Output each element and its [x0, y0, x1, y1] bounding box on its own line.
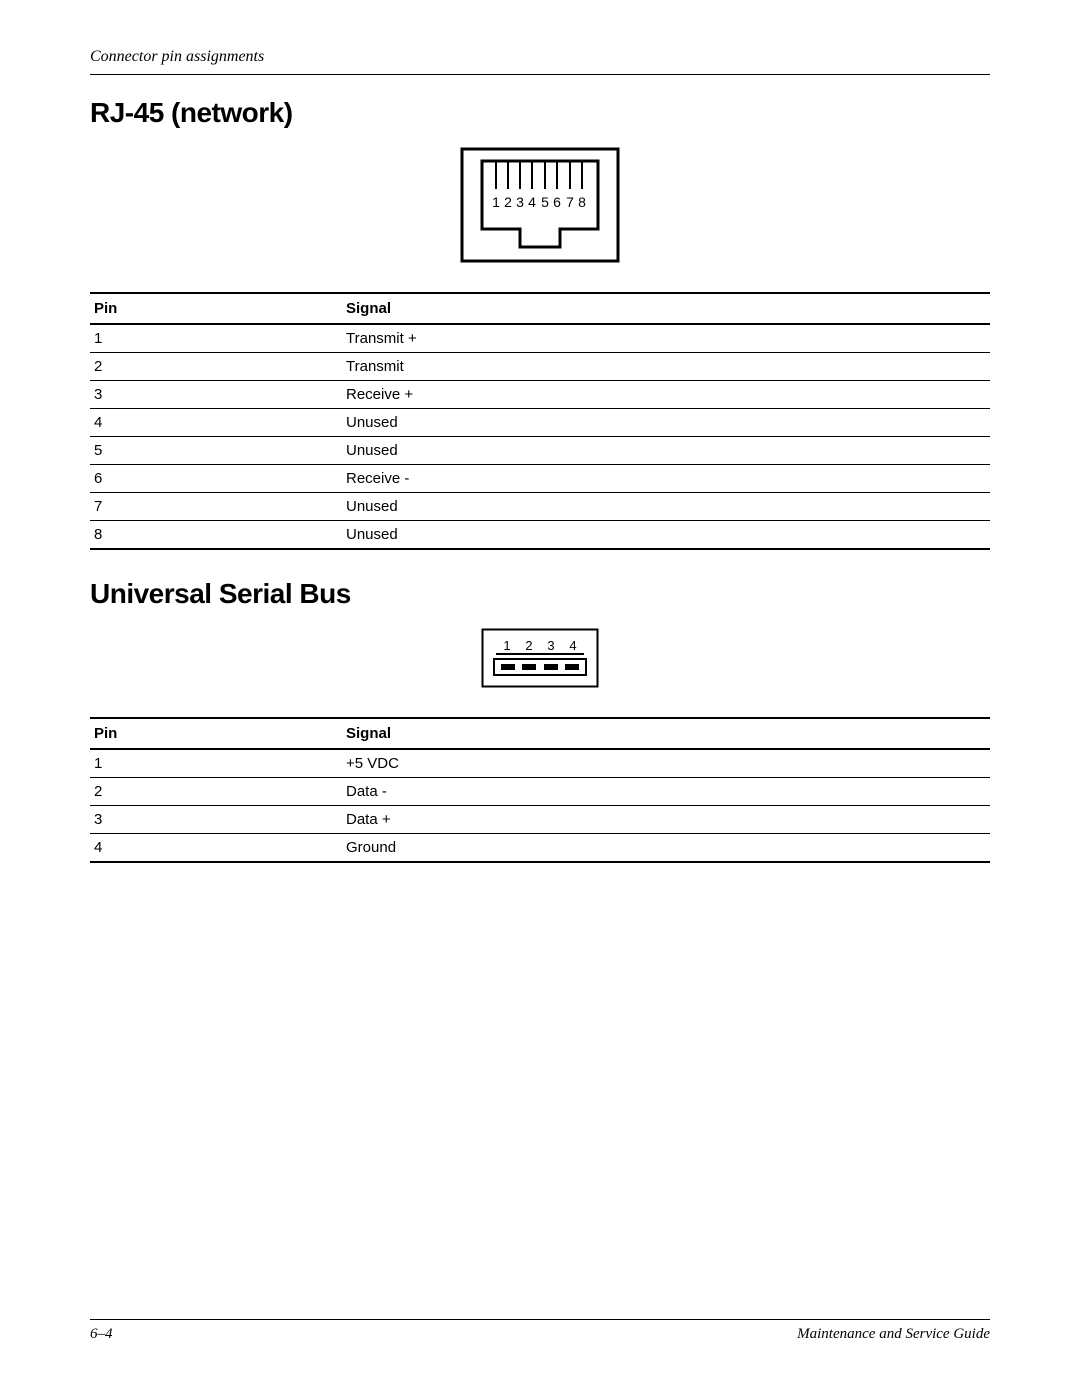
page-header-title: Connector pin assignments [90, 48, 990, 66]
cell-pin: 4 [90, 834, 342, 863]
cell-signal: Unused [342, 493, 990, 521]
cell-pin: 1 [90, 324, 342, 353]
usb-pin-table: Pin Signal 1+5 VDC2Data -3Data +4Ground [90, 717, 990, 863]
cell-pin: 2 [90, 353, 342, 381]
cell-pin: 8 [90, 521, 342, 550]
svg-text:3: 3 [547, 638, 554, 653]
col-signal: Signal [342, 293, 990, 324]
header-rule [90, 74, 990, 75]
svg-text:2: 2 [525, 638, 532, 653]
svg-text:8: 8 [578, 194, 586, 210]
svg-text:1: 1 [503, 638, 510, 653]
table-header-row: Pin Signal [90, 718, 990, 749]
table-row: 6Receive - [90, 465, 990, 493]
table-row: 7Unused [90, 493, 990, 521]
col-signal: Signal [342, 718, 990, 749]
table-row: 5Unused [90, 437, 990, 465]
table-row: 1+5 VDC [90, 749, 990, 778]
table-row: 2Transmit [90, 353, 990, 381]
cell-signal: Data - [342, 778, 990, 806]
cell-pin: 2 [90, 778, 342, 806]
cell-pin: 6 [90, 465, 342, 493]
table-row: 8Unused [90, 521, 990, 550]
cell-pin: 3 [90, 806, 342, 834]
rj45-connector-icon: 1 2 3 4 5 6 7 8 [460, 147, 620, 263]
cell-signal: Unused [342, 409, 990, 437]
cell-signal: Unused [342, 437, 990, 465]
cell-pin: 4 [90, 409, 342, 437]
rj45-pin-table: Pin Signal 1Transmit +2Transmit3Receive … [90, 292, 990, 550]
usb-tbody: 1+5 VDC2Data -3Data +4Ground [90, 749, 990, 862]
usb-diagram: 1 2 3 4 [90, 628, 990, 693]
cell-pin: 1 [90, 749, 342, 778]
svg-text:6: 6 [553, 194, 561, 210]
cell-signal: +5 VDC [342, 749, 990, 778]
cell-pin: 5 [90, 437, 342, 465]
footer-page-number: 6–4 [90, 1326, 113, 1343]
table-row: 3Receive + [90, 381, 990, 409]
col-pin: Pin [90, 718, 342, 749]
page-footer: 6–4 Maintenance and Service Guide [90, 1319, 990, 1343]
cell-signal: Unused [342, 521, 990, 550]
svg-text:4: 4 [569, 638, 576, 653]
cell-signal: Receive + [342, 381, 990, 409]
cell-pin: 3 [90, 381, 342, 409]
cell-signal: Receive - [342, 465, 990, 493]
svg-text:4: 4 [528, 194, 536, 210]
svg-text:5: 5 [541, 194, 549, 210]
svg-text:3: 3 [516, 194, 524, 210]
section-heading-usb: Universal Serial Bus [90, 578, 990, 610]
cell-pin: 7 [90, 493, 342, 521]
usb-connector-icon: 1 2 3 4 [481, 628, 599, 688]
table-row: 4Ground [90, 834, 990, 863]
footer-rule [90, 1319, 990, 1320]
table-row: 2Data - [90, 778, 990, 806]
table-row: 4Unused [90, 409, 990, 437]
rj45-diagram: 1 2 3 4 5 6 7 8 [90, 147, 990, 268]
cell-signal: Data + [342, 806, 990, 834]
svg-text:2: 2 [504, 194, 512, 210]
table-header-row: Pin Signal [90, 293, 990, 324]
svg-text:1: 1 [492, 194, 500, 210]
cell-signal: Transmit + [342, 324, 990, 353]
footer-doc-title: Maintenance and Service Guide [797, 1326, 990, 1343]
rj45-tbody: 1Transmit +2Transmit3Receive +4Unused5Un… [90, 324, 990, 549]
svg-text:7: 7 [566, 194, 574, 210]
section-heading-rj45: RJ-45 (network) [90, 97, 990, 129]
col-pin: Pin [90, 293, 342, 324]
table-row: 1Transmit + [90, 324, 990, 353]
cell-signal: Ground [342, 834, 990, 863]
table-row: 3Data + [90, 806, 990, 834]
cell-signal: Transmit [342, 353, 990, 381]
